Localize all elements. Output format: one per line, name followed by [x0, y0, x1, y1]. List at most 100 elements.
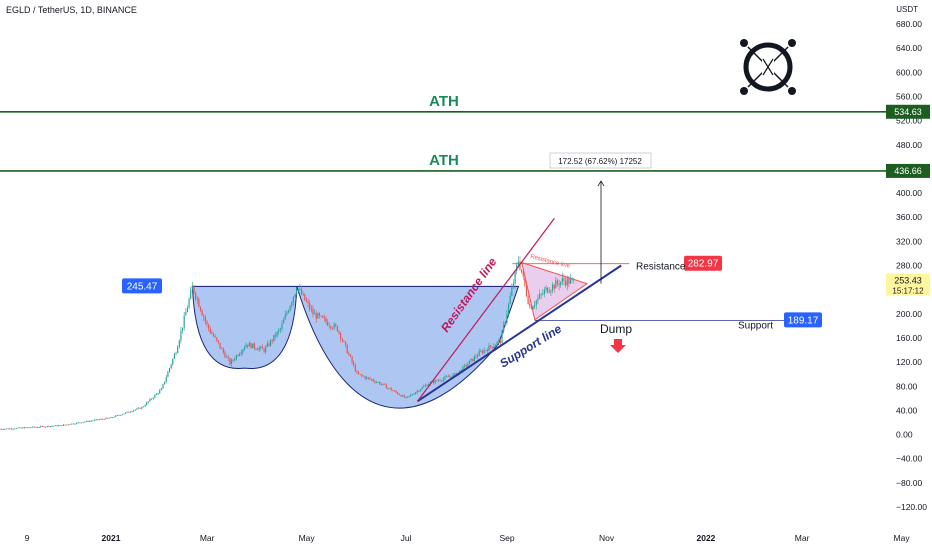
y-tick-label: −120.00 [896, 502, 927, 512]
candle-body [540, 294, 542, 295]
candle-body [315, 313, 317, 319]
y-tick-label: −40.00 [896, 454, 923, 464]
candle-body [243, 347, 246, 350]
candle-body [237, 355, 239, 357]
candle-body [330, 326, 332, 329]
candle-body [199, 306, 202, 311]
candle-body [46, 426, 48, 427]
candle-body [118, 415, 120, 416]
candle-body [459, 370, 461, 373]
y-tick-label: −80.00 [896, 478, 923, 488]
candle-body [473, 356, 475, 362]
candle-body [369, 377, 371, 380]
candle-body [402, 395, 404, 397]
candle-body [551, 284, 554, 291]
candle-body [240, 352, 242, 354]
candle-body [144, 405, 146, 407]
x-tick-label: Mar [795, 533, 810, 543]
candle-body [72, 423, 74, 425]
candle-body [258, 347, 260, 350]
candle-body [310, 308, 312, 310]
candle-body [571, 278, 573, 280]
candle-body [558, 283, 560, 286]
candle-body [565, 280, 567, 286]
measure-text: 172.52 (67.62%) 17252 [558, 157, 642, 166]
candle-body [84, 421, 86, 423]
candle-body [478, 351, 480, 356]
candle-body [183, 315, 185, 328]
candle-body [494, 344, 497, 347]
candle-body [419, 389, 422, 392]
candle-body [320, 315, 322, 317]
candle-body [299, 288, 301, 290]
candle-body [154, 394, 156, 398]
candle-body [232, 359, 234, 361]
candle-body [340, 332, 342, 340]
candle-body [428, 384, 430, 386]
candle-body [175, 352, 177, 355]
candle-body [191, 285, 193, 290]
candle-body [300, 288, 303, 295]
candle-body [87, 420, 89, 422]
candle-body [387, 387, 389, 389]
y-tick-label: 640.00 [896, 43, 922, 53]
candle-body [67, 424, 70, 426]
candle-body [139, 407, 141, 409]
candle-body [128, 411, 130, 413]
candle-body [302, 293, 304, 295]
candle-body [14, 428, 16, 430]
candle-body [229, 358, 231, 365]
y-tick-label: 680.00 [896, 19, 922, 29]
candle-body [555, 280, 557, 289]
candle-body [160, 388, 162, 391]
x-tick-label: 2021 [102, 533, 121, 543]
candle-body [529, 304, 531, 307]
candle-body [177, 346, 179, 353]
candle-body [168, 368, 171, 372]
candle-body [522, 272, 524, 277]
candle-body [304, 293, 306, 301]
candle-body [335, 324, 337, 327]
candle-body [59, 425, 61, 426]
candle-body [462, 366, 464, 372]
candle-body [120, 414, 122, 416]
candle-body [133, 410, 135, 412]
y-tick-label: 480.00 [896, 140, 922, 150]
support-trend-line [416, 264, 622, 403]
candle-body [263, 348, 265, 352]
candle-body [245, 344, 247, 348]
candle-body [287, 310, 290, 313]
y-tick-label: 400.00 [896, 188, 922, 198]
dump-label: Dump [600, 322, 632, 336]
candle-body [157, 393, 159, 395]
candle-body [439, 380, 441, 382]
candle-body [123, 413, 125, 415]
candle-body [569, 278, 572, 284]
candle-body [493, 346, 495, 348]
current-price-value: 253.43 [894, 276, 922, 286]
candle-body [446, 376, 448, 378]
candle-body [379, 382, 381, 385]
y-tick-label: 360.00 [896, 212, 922, 222]
candle-body [165, 377, 167, 382]
candle-body [32, 426, 34, 428]
candle-body [278, 329, 280, 332]
ath-price-value: 534.63 [894, 107, 922, 117]
candle-body [488, 345, 490, 352]
candle-body [126, 411, 128, 413]
candle-body [69, 424, 71, 426]
resistance-price-tag [684, 255, 722, 271]
candle-body [309, 303, 311, 310]
candle-body [521, 269, 523, 273]
ath-price-tag [886, 163, 930, 178]
candle-body [322, 315, 324, 318]
support-text: Support [738, 320, 773, 331]
candle-body [167, 371, 169, 378]
candle-body [398, 394, 400, 396]
candle-body [366, 377, 368, 379]
candle-body [509, 295, 511, 304]
candle-body [239, 353, 241, 356]
candle-body [221, 348, 223, 349]
